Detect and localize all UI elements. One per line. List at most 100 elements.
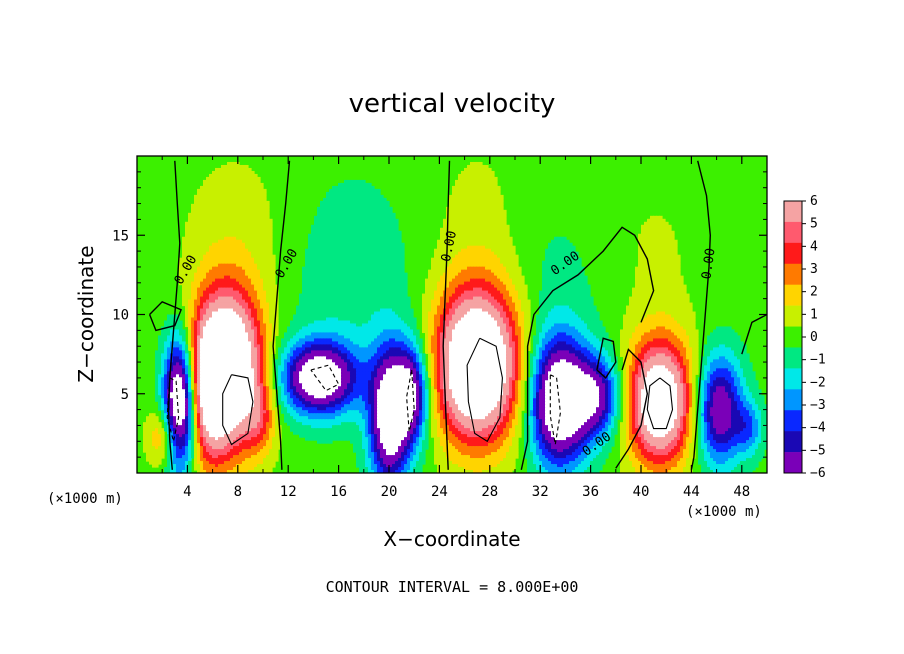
field-cell: [254, 266, 258, 271]
field-cell: [485, 197, 489, 202]
field-cell: [644, 290, 648, 295]
field-cell: [197, 278, 201, 283]
field-cell: [479, 236, 483, 241]
field-cell: [350, 314, 354, 319]
field-cell: [440, 293, 444, 298]
field-cell: [548, 296, 552, 301]
field-cell: [470, 197, 474, 202]
field-cell: [188, 239, 192, 244]
field-cell: [479, 284, 483, 289]
field-cell: [683, 308, 687, 313]
field-cell: [212, 296, 216, 301]
field-cell: [266, 230, 270, 235]
field-cell: [449, 212, 453, 217]
field-cell: [239, 221, 243, 226]
field-cell: [332, 305, 336, 310]
field-cell: [218, 299, 222, 304]
field-cell: [485, 263, 489, 268]
field-cell: [500, 242, 504, 247]
field-cell: [488, 170, 492, 175]
field-cell: [191, 278, 195, 283]
field-cell: [467, 221, 471, 226]
field-cell: [209, 212, 213, 217]
field-cell: [245, 200, 249, 205]
field-cell: [332, 218, 336, 223]
field-cell: [395, 236, 399, 241]
field-cell: [557, 236, 561, 241]
field-cell: [224, 302, 228, 307]
field-cell: [239, 311, 243, 316]
field-cell: [476, 242, 480, 247]
field-cell: [260, 317, 264, 322]
field-cell: [326, 215, 330, 220]
field-cell: [311, 275, 315, 280]
field-cell: [542, 302, 546, 307]
field-cell: [191, 245, 195, 250]
field-cell: [359, 257, 363, 262]
field-cell: [326, 224, 330, 229]
field-cell: [215, 248, 219, 253]
field-cell: [653, 215, 657, 220]
field-cell: [437, 284, 441, 289]
field-cell: [383, 233, 387, 238]
field-cell: [467, 182, 471, 187]
field-cell: [326, 248, 330, 253]
field-cell: [395, 308, 399, 313]
field-cell: [560, 302, 564, 307]
field-cell: [230, 314, 234, 319]
field-cell: [197, 242, 201, 247]
field-cell: [389, 242, 393, 247]
field-cell: [263, 209, 267, 214]
field-cell: [305, 275, 309, 280]
field-cell: [200, 284, 204, 289]
field-cell: [377, 230, 381, 235]
field-cell: [452, 206, 456, 211]
field-cell: [566, 296, 570, 301]
field-cell: [245, 233, 249, 238]
field-cell: [428, 278, 432, 283]
field-cell: [473, 188, 477, 193]
field-cell: [221, 182, 225, 187]
field-cell: [503, 260, 507, 265]
field-cell: [353, 278, 357, 283]
field-cell: [425, 290, 429, 295]
field-cell: [332, 275, 336, 280]
field-cell: [224, 209, 228, 214]
field-cell: [200, 200, 204, 205]
field-cell: [323, 203, 327, 208]
field-cell: [545, 290, 549, 295]
field-cell: [359, 305, 363, 310]
field-cell: [362, 311, 366, 316]
field-cell: [566, 248, 570, 253]
field-cell: [428, 314, 432, 319]
field-cell: [311, 308, 315, 313]
field-cell: [170, 317, 174, 322]
field-cell: [500, 269, 504, 274]
field-cell: [236, 221, 240, 226]
field-cell: [188, 230, 192, 235]
field-cell: [188, 302, 192, 307]
field-cell: [545, 272, 549, 277]
field-cell: [515, 308, 519, 313]
field-cell: [350, 269, 354, 274]
field-cell: [482, 191, 486, 196]
field-cell: [653, 254, 657, 259]
field-cell: [227, 164, 231, 169]
field-cell: [440, 284, 444, 289]
field-cell: [257, 311, 261, 316]
field-cell: [200, 194, 204, 199]
field-cell: [365, 200, 369, 205]
field-cell: [371, 248, 375, 253]
field-cell: [368, 218, 372, 223]
field-cell: [476, 248, 480, 253]
field-cell: [209, 239, 213, 244]
field-cell: [437, 272, 441, 277]
field-cell: [359, 194, 363, 199]
field-cell: [254, 188, 258, 193]
field-cell: [326, 284, 330, 289]
field-cell: [662, 233, 666, 238]
field-cell: [326, 290, 330, 295]
field-cell: [257, 245, 261, 250]
field-cell: [314, 287, 318, 292]
field-cell: [503, 209, 507, 214]
